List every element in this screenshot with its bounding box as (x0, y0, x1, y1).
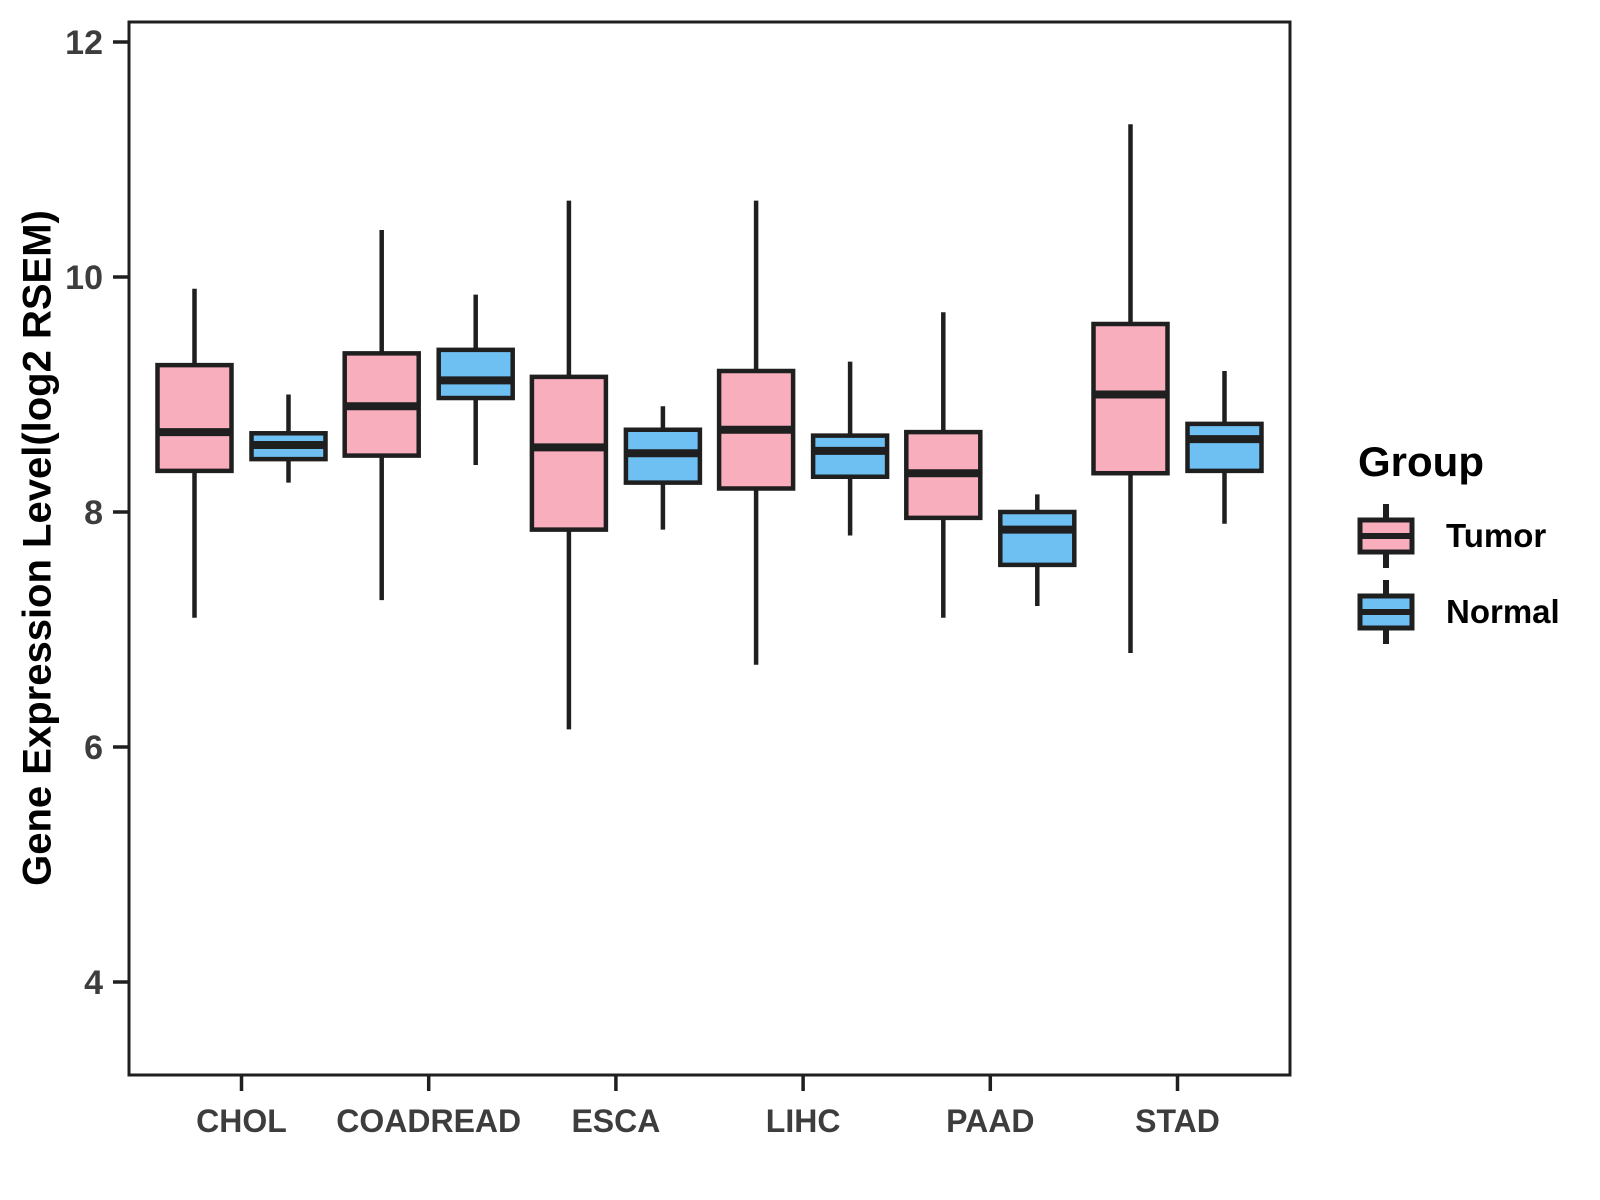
legend-entry-normal: Normal (1330, 576, 1590, 648)
x-category-label: LIHC (766, 1103, 841, 1139)
tumor-boxplot-key-icon (1357, 504, 1415, 568)
y-tick-label: 6 (84, 729, 103, 767)
box-Normal-PAAD (998, 509, 1077, 568)
y-tick-label: 8 (84, 494, 103, 532)
legend: Group Tumor Normal (1330, 438, 1590, 652)
legend-entry-tumor: Tumor (1330, 500, 1590, 572)
box-Tumor-ESCA (529, 374, 609, 532)
x-category-label: CHOL (196, 1103, 287, 1139)
box-Normal-COADREAD (436, 347, 515, 401)
y-tick-label: 4 (84, 964, 103, 1002)
box-Tumor-CHOL (155, 362, 234, 474)
legend-label-tumor: Tumor (1446, 517, 1547, 554)
box-Tumor-STAD (1091, 321, 1170, 476)
x-category-label: ESCA (571, 1103, 660, 1139)
x-category-label: PAAD (946, 1103, 1034, 1139)
legend-title: Group (1358, 438, 1484, 485)
legend-label-normal: Normal (1446, 593, 1560, 630)
x-category-label: COADREAD (336, 1103, 521, 1139)
normal-boxplot-key-icon (1357, 580, 1415, 644)
plot-panel (127, 20, 1292, 1077)
y-axis-title: Gene Expression Level(log2 RSEM) (15, 210, 60, 886)
box-Normal-STAD (1185, 421, 1264, 474)
x-category-label: STAD (1135, 1103, 1220, 1139)
y-tick-label: 10 (65, 259, 103, 297)
box-Normal-LIHC (810, 433, 890, 479)
y-tick-label: 12 (65, 24, 103, 62)
